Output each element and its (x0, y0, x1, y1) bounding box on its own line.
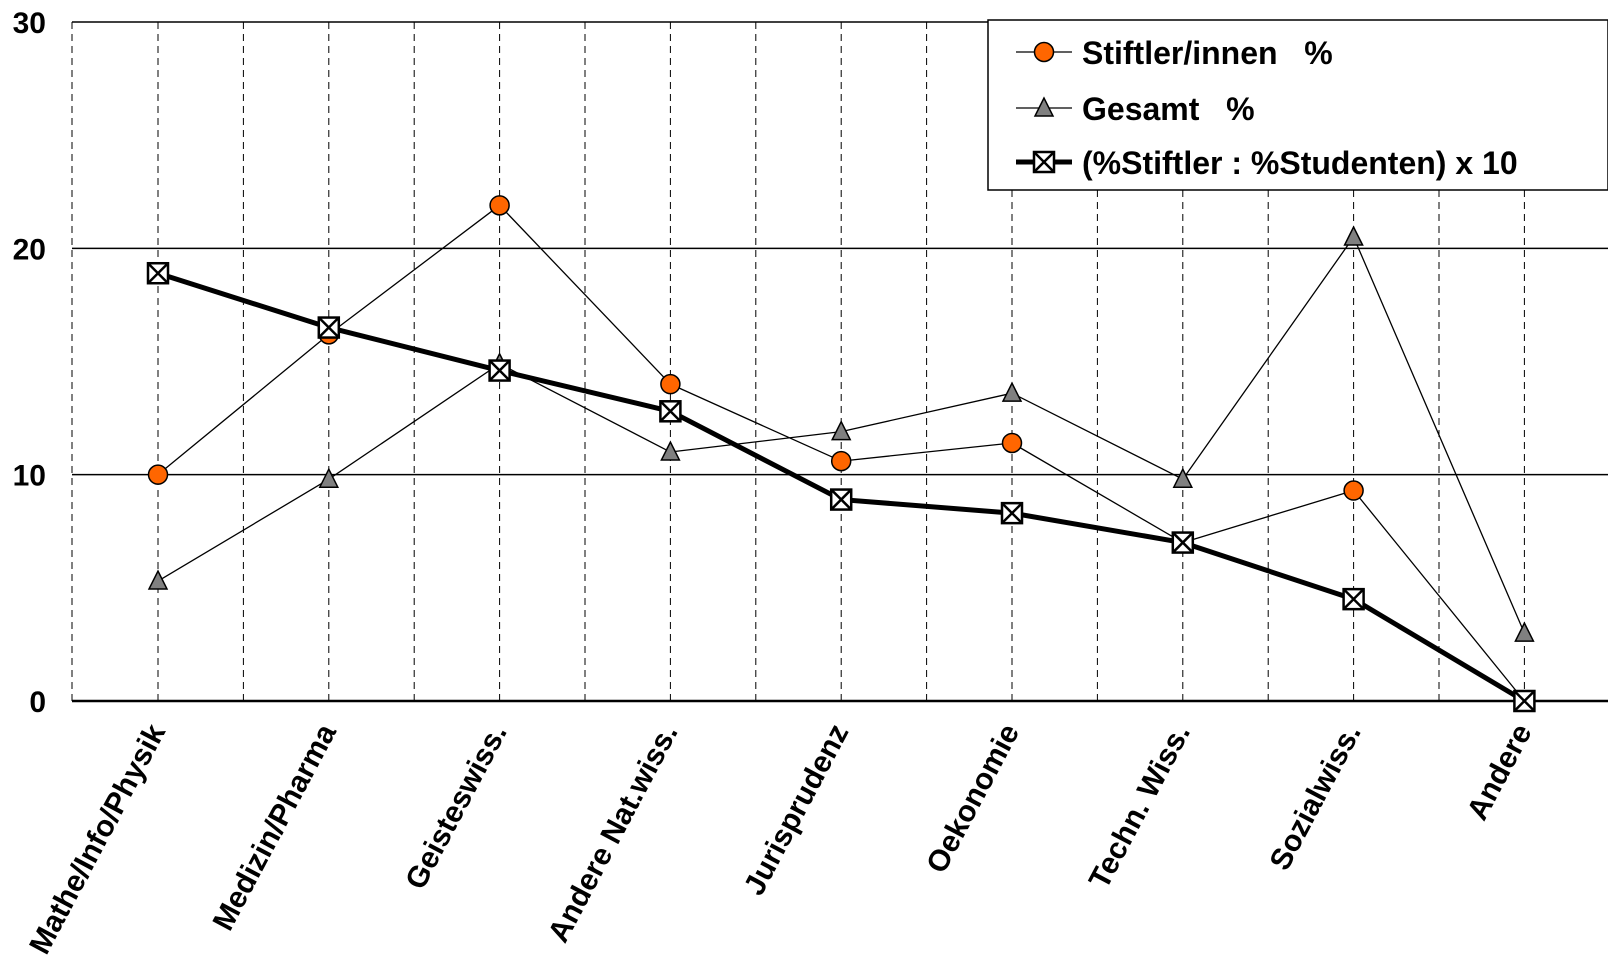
grid (71, 21, 1608, 703)
data-point (147, 569, 169, 590)
legend: Stiftler/innen % Gesamt % (%Stiftler : %St… (987, 19, 1608, 191)
data-point (1513, 689, 1536, 713)
data-point (659, 400, 682, 423)
legend-entry: Stiftler/innen % (1016, 35, 1333, 71)
data-point (147, 464, 169, 485)
data-point (1171, 531, 1195, 554)
y-tick-label: 10 (13, 460, 46, 493)
y-tick-label: 30 (13, 7, 46, 40)
data-point (317, 316, 341, 339)
data-point (1343, 225, 1364, 246)
legend-label: Gesamt % (1082, 91, 1255, 127)
legend-entry: Gesamt % (1016, 91, 1255, 127)
data-point (830, 450, 852, 472)
data-point (829, 488, 853, 511)
data-point (1172, 467, 1194, 488)
data-point (489, 195, 510, 216)
data-point (830, 419, 852, 441)
data-point (660, 440, 681, 461)
data-point (660, 373, 681, 395)
data-point (318, 467, 340, 488)
data-point (1001, 381, 1023, 402)
y-tick-label: 0 (29, 686, 46, 719)
series (146, 195, 1536, 713)
data-point (146, 261, 170, 285)
data-point (1343, 480, 1364, 501)
data-point (488, 359, 511, 382)
legend-entry: (%Stiftler : %Studenten) x 10 (1016, 145, 1518, 181)
legend-marker (1033, 96, 1055, 117)
legend-label: (%Stiftler : %Studenten) x 10 (1082, 145, 1518, 181)
legend-marker (1033, 41, 1055, 63)
legend-box (987, 19, 1608, 191)
data-point (1001, 432, 1023, 454)
y-tick-label: 20 (13, 233, 46, 266)
data-point (1514, 621, 1535, 642)
data-point (1000, 501, 1024, 525)
legend-marker (1032, 150, 1056, 174)
data-point (1342, 587, 1365, 611)
series-3 (146, 261, 1536, 713)
legend-label: Stiftler/innen % (1082, 35, 1333, 71)
